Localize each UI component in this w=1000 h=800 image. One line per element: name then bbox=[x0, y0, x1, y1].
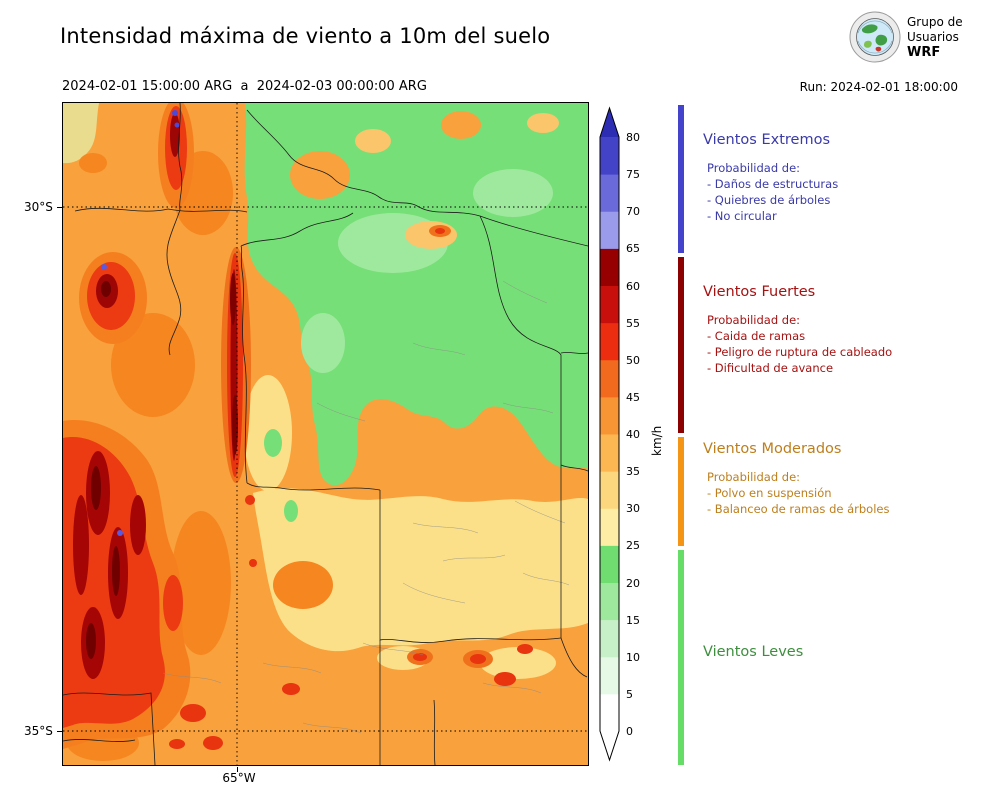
legend-item: Probabilidad de: bbox=[707, 470, 801, 484]
legend-title: Vientos Moderados bbox=[703, 441, 842, 457]
legend-section-fuertes: Vientos Fuertes Probabilidad de: - Caida… bbox=[703, 284, 892, 376]
province-borders bbox=[63, 103, 588, 765]
colorbar-tick-label: 75 bbox=[626, 168, 640, 182]
pale-yellow-zones bbox=[63, 103, 588, 679]
department-borders bbox=[162, 280, 570, 734]
colorbar-tick-label: 5 bbox=[626, 687, 633, 701]
legend-item: - Quiebres de árboles bbox=[707, 193, 831, 207]
colorbar-tick-label: 60 bbox=[626, 279, 640, 293]
legend-items: Probabilidad de: - Caida de ramas - Peli… bbox=[707, 312, 892, 376]
legend-items: Probabilidad de: - Polvo en suspensión -… bbox=[707, 469, 889, 517]
colorbar-tick-label: 10 bbox=[626, 650, 640, 664]
legend-items: Probabilidad de: - Daños de estructuras … bbox=[707, 160, 838, 224]
map-frame bbox=[62, 102, 589, 766]
colorbar-segment bbox=[600, 471, 619, 509]
colorbar-segment bbox=[600, 211, 619, 249]
colorbar-segment bbox=[600, 619, 619, 658]
legend-title: Vientos Leves bbox=[703, 644, 804, 660]
colorbar-segment bbox=[600, 137, 619, 175]
legend-item: - No circular bbox=[707, 209, 777, 223]
globe-icon bbox=[849, 11, 901, 63]
colorbar-segment bbox=[600, 248, 619, 286]
legend-item: - Dificultad de avance bbox=[707, 361, 834, 375]
axis-tick bbox=[57, 731, 62, 732]
colorbar-tick-label: 30 bbox=[626, 502, 640, 516]
page-title: Intensidad máxima de viento a 10m del su… bbox=[60, 24, 551, 48]
colorbar-segment bbox=[600, 508, 619, 546]
wrf-logo: Grupo de Usuarios WRF bbox=[849, 11, 963, 63]
colorbar-segment bbox=[600, 322, 619, 361]
legend-item: Probabilidad de: bbox=[707, 161, 801, 175]
logo-line-1: Grupo de bbox=[907, 14, 963, 29]
legend-bar-moderados bbox=[678, 437, 684, 546]
lat-label-35s: 35°S bbox=[24, 724, 53, 738]
legend-item: - Caida de ramas bbox=[707, 329, 806, 343]
axis-tick bbox=[237, 767, 238, 772]
colorbar-tick-label: 55 bbox=[626, 316, 640, 330]
axis-tick bbox=[57, 207, 62, 208]
colorbar-tick-label: 15 bbox=[626, 613, 640, 627]
legend-section-leves: Vientos Leves bbox=[703, 644, 803, 660]
colorbar-outline bbox=[599, 106, 620, 762]
colorbar-over-arrow bbox=[600, 108, 619, 137]
lat-label-30s: 30°S bbox=[24, 200, 53, 214]
model-run-label: Run: 2024-02-01 18:00:00 bbox=[799, 80, 958, 94]
colorbar-tick-label: 45 bbox=[626, 390, 640, 404]
legend-item: - Balanceo de ramas de árboles bbox=[707, 502, 890, 516]
legend-bar-extremos bbox=[678, 105, 684, 253]
colorbar-segment bbox=[600, 545, 619, 583]
colorbar-segment bbox=[600, 656, 619, 695]
colorbar-segment bbox=[600, 174, 619, 212]
legend-section-extremos: Vientos Extremos Probabilidad de: - Daño… bbox=[703, 132, 838, 224]
colorbar-segment bbox=[600, 434, 619, 472]
colorbar-tick-label: 80 bbox=[626, 131, 640, 144]
colorbar-segment bbox=[600, 285, 619, 324]
wind-map-plot bbox=[63, 103, 588, 765]
colorbar-tick-labels: 0 5 10 15 20 25 30 35 40 45 50 55 60 65 70 75 80 bbox=[626, 0, 660, 800]
colorbar-tick-label: 65 bbox=[626, 242, 640, 256]
legend-section-moderados: Vientos Moderados Probabilidad de: - Pol… bbox=[703, 441, 889, 517]
colorbar-under-arrow bbox=[600, 731, 619, 760]
colorbar-tick-label: 20 bbox=[626, 576, 640, 590]
colorbar-tick-label: 70 bbox=[626, 205, 640, 219]
legend-bar-fuertes bbox=[678, 257, 684, 433]
colorbar-unit-label: km/h bbox=[650, 425, 664, 456]
colorbar-tick-label: 40 bbox=[626, 428, 640, 441]
colorbar-tick-label: 50 bbox=[626, 353, 640, 367]
colorbar-segment bbox=[600, 359, 619, 398]
legend-item: Probabilidad de: bbox=[707, 313, 801, 327]
legend-title: Vientos Fuertes bbox=[703, 284, 816, 300]
legend-title: Vientos Extremos bbox=[703, 132, 831, 148]
logo-text: Grupo de Usuarios WRF bbox=[907, 15, 963, 60]
logo-line-3: WRF bbox=[907, 44, 941, 60]
legend-item: - Daños de estructuras bbox=[707, 177, 839, 191]
colorbar-segment bbox=[600, 396, 619, 435]
forecast-period: 2024-02-01 15:00:00 ARG a 2024-02-03 00:… bbox=[62, 79, 427, 94]
graticule bbox=[63, 103, 588, 765]
legend-item: - Polvo en suspensión bbox=[707, 486, 832, 500]
colorbar-tick-label: 35 bbox=[626, 465, 640, 479]
colorbar-segment bbox=[600, 693, 619, 732]
legend-item: - Peligro de ruptura de cableado bbox=[707, 345, 893, 359]
colorbar-tick-label: 0 bbox=[626, 725, 633, 738]
legend-bar-leves bbox=[678, 550, 684, 765]
colorbar-segment bbox=[600, 582, 619, 621]
red-zones bbox=[63, 103, 533, 750]
colorbar bbox=[599, 106, 620, 762]
colorbar-tick-label: 25 bbox=[626, 539, 640, 553]
lon-label-65w: 65°W bbox=[222, 771, 256, 785]
logo-line-2: Usuarios bbox=[907, 29, 959, 44]
